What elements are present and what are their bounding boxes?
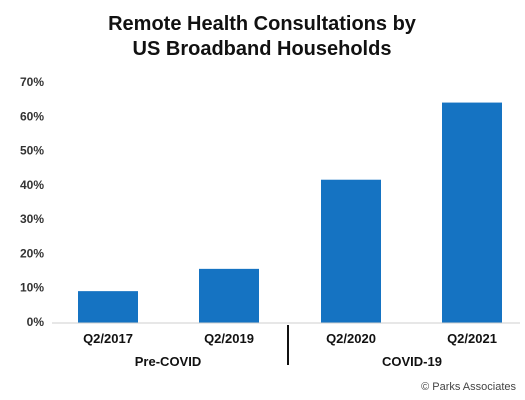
x-tick-label: Q2/2021: [447, 331, 497, 346]
y-tick-label: 50%: [20, 144, 44, 158]
x-tick-label: Q2/2020: [326, 331, 376, 346]
bar-q2-2020: [321, 179, 381, 323]
y-tick-label: 20%: [20, 246, 44, 260]
bar-q2-2017: [78, 291, 138, 323]
group-label-pre-covid: Pre-COVID: [135, 354, 201, 369]
x-axis-labels: Q2/2017 Q2/2019 Q2/2020 Q2/2021: [83, 331, 497, 346]
group-label-covid-19: COVID-19: [382, 354, 442, 369]
y-tick-label: 40%: [20, 178, 44, 192]
chart-title-line-2: US Broadband Households: [133, 38, 392, 60]
x-tick-label: Q2/2017: [83, 331, 133, 346]
y-tick-label: 0%: [27, 315, 45, 329]
y-tick-label: 10%: [20, 281, 44, 295]
bar-q2-2021: [442, 102, 502, 323]
y-tick-label: 30%: [20, 212, 44, 226]
x-tick-label: Q2/2019: [204, 331, 254, 346]
y-tick-label: 60%: [20, 109, 44, 123]
y-axis-ticks: 0% 10% 20% 30% 40% 50% 60% 70%: [20, 75, 44, 329]
chart-title-line-1: Remote Health Consultations by: [108, 13, 417, 35]
bar-q2-2019: [199, 268, 259, 323]
bars: [78, 102, 502, 323]
y-tick-label: 70%: [20, 75, 44, 89]
source-credit: © Parks Associates: [421, 381, 516, 393]
